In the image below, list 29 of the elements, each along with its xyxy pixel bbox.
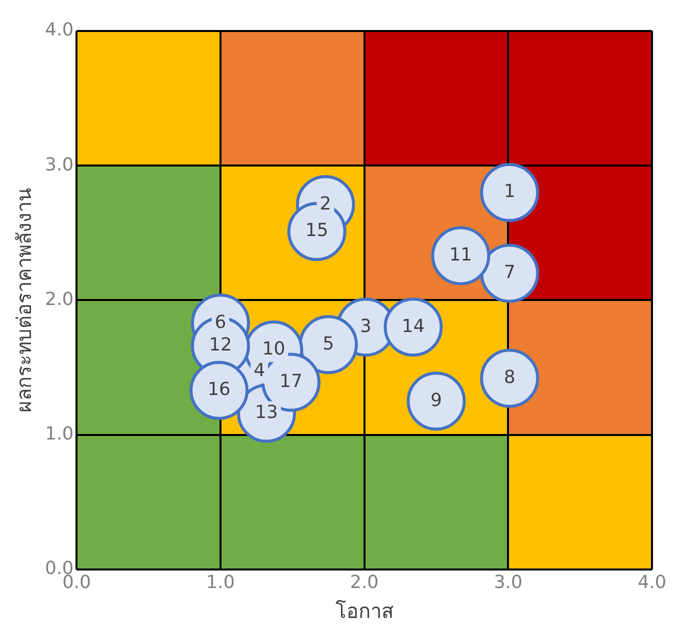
- y-tick-label: 1.0: [44, 423, 74, 444]
- x-tick-label: 2.0: [350, 572, 379, 593]
- annotation: 5: [322, 333, 334, 354]
- annotation: 13: [255, 402, 278, 423]
- y-tick-label: 2.0: [44, 288, 74, 310]
- annotation: 9: [430, 390, 442, 411]
- x-axis-title: โอกาส: [335, 599, 394, 624]
- annotation: 3: [360, 316, 372, 337]
- annotation: 14: [402, 316, 425, 337]
- y-tick-label: 4.0: [44, 20, 74, 41]
- annotation: 1: [504, 181, 516, 202]
- point: [480, 244, 540, 303]
- annotation: 17: [280, 370, 302, 392]
- y-tick-label: 3.0: [44, 154, 74, 176]
- annotation: 16: [208, 379, 230, 400]
- annotation: 8: [504, 366, 516, 388]
- annotation: 4: [254, 360, 266, 382]
- annotation: 7: [504, 262, 516, 283]
- x-tick-label: 1.0: [206, 572, 235, 593]
- annotation: 6: [214, 312, 226, 333]
- annotation: 15: [305, 220, 328, 242]
- annotation: 11: [449, 244, 472, 266]
- annotation: 12: [209, 334, 232, 356]
- x-tick-label: 4.0: [638, 572, 666, 593]
- point: [480, 163, 540, 222]
- x-tick-label: 3.0: [494, 572, 522, 593]
- y-axis-title: ผลกระทบต่อราคาพลังงาน: [12, 188, 36, 413]
- annotation: 10: [262, 338, 286, 360]
- annotation: 2: [320, 193, 332, 214]
